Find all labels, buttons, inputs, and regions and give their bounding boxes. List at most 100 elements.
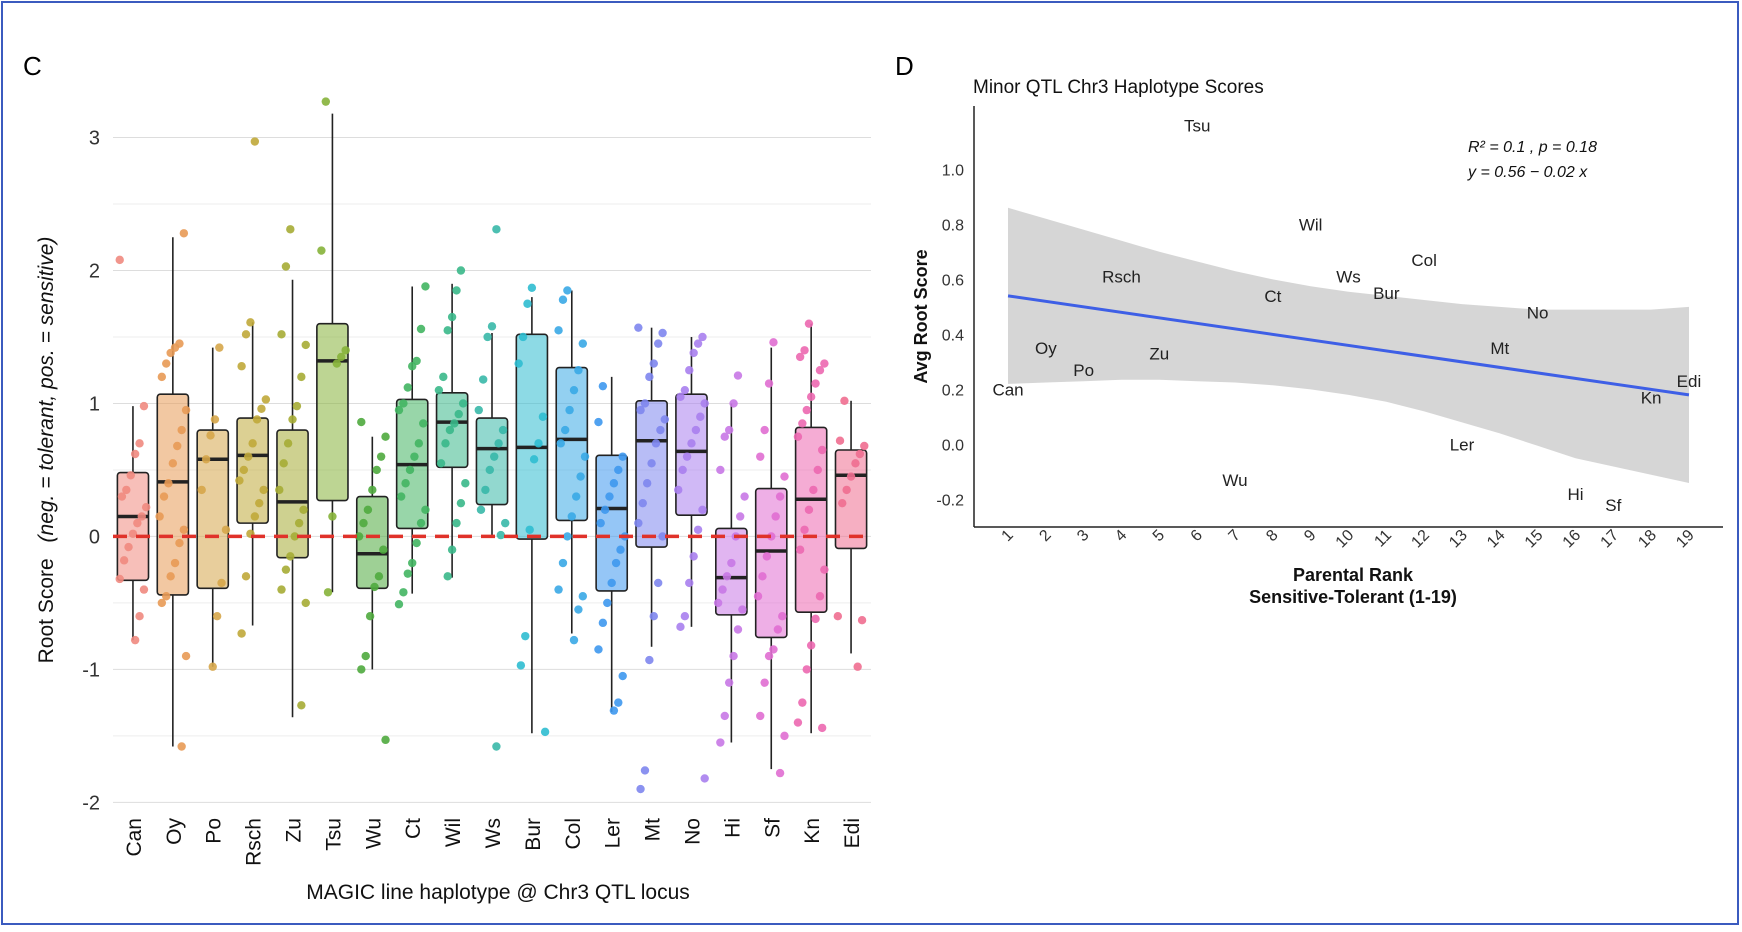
c-x-tick-label: Wil [442,818,465,847]
d-x-tick-label: 15 [1522,527,1547,552]
d-x-tick-label: 12 [1408,527,1433,552]
c-data-point [689,348,698,358]
c-data-point [261,395,271,404]
c-data-point [414,439,424,448]
d-y-tick-label: 0.4 [942,327,964,344]
c-data-point [687,439,696,448]
c-data-point [574,366,583,375]
c-data-point [456,266,466,275]
d-x-tick-label: 16 [1560,527,1585,552]
c-data-point [357,417,366,427]
c-data-point [809,485,818,495]
c-data-point [321,97,331,106]
c-data-point [445,425,455,435]
d-annotation-r2: R² = 0.1 , p = 0.18 [1468,139,1597,156]
c-data-point [155,512,164,521]
c-data-point [454,409,463,419]
c-data-point [399,588,408,597]
c-data-point [720,711,729,721]
c-box-rsch [236,417,269,524]
c-data-point [738,605,747,614]
c-data-point [441,439,450,448]
c-data-point [760,425,769,435]
c-data-point [408,362,417,371]
c-data-point [851,459,860,468]
c-data-point [691,425,701,435]
c-data-point [288,415,297,424]
c-data-point [514,359,523,368]
d-point-labels: Can Oy Po Rsch Zu Tsu Wu Ct Wil Ws Bur Col Ler Mt No Hi… [992,116,1701,515]
c-x-tick-label: No [681,818,704,845]
c-x-tick-label: Mt [642,818,665,841]
c-data-point [596,518,605,528]
c-data-point [297,372,306,382]
c-data-point [795,352,805,362]
c-data-point [421,282,430,291]
c-data-point [157,372,167,382]
c-box-edi [834,449,868,550]
c-data-point [487,322,497,331]
c-data-point [292,401,302,411]
c-y-tick-label: -2 [82,792,100,814]
c-data-point [689,552,698,561]
c-data-point [436,459,446,468]
c-data-point [616,545,625,554]
d-point-label-ler: Ler [1450,435,1475,454]
c-data-point [135,439,144,448]
c-data-point [168,459,178,468]
c-data-point [813,465,822,475]
c-data-point [456,498,466,508]
c-data-point [286,225,295,234]
d-y-tick-label: 0.0 [942,437,964,454]
d-point-label-can: Can [992,380,1023,399]
c-data-point [820,565,829,574]
c-data-point [713,598,723,608]
panel-d-scatter: Minor QTL Chr3 Haplotype Scores Can Oy Po R… [911,77,1723,607]
c-data-point [521,631,530,641]
c-data-point [416,324,426,334]
c-box-wu [355,495,389,590]
c-data-point [740,492,749,501]
c-data-point [250,512,260,521]
c-box-kn [794,426,828,614]
c-data-point [208,662,217,671]
c-data-point [806,641,816,650]
c-data-point [166,572,175,581]
c-data-point [159,492,169,501]
c-data-point [817,723,827,733]
c-data-point [252,415,262,424]
c-data-point [354,532,364,541]
c-data-point [634,518,643,528]
d-y-tick-label: 1.0 [942,162,964,179]
c-data-point [634,323,643,332]
c-data-point [135,612,144,621]
c-data-point [804,505,814,515]
c-data-point [157,598,167,608]
c-data-point [618,671,627,681]
c-x-tick-label: Ws [482,818,505,848]
c-data-point [811,379,820,388]
c-data-point [341,346,350,355]
c-data-point [275,485,284,495]
c-data-point [676,392,685,402]
c-data-point [598,618,608,628]
c-data-point [301,340,310,350]
c-boxes [116,113,868,770]
c-data-point [523,299,532,308]
c-data-point [476,505,486,515]
d-point-label-rsch: Rsch [1102,268,1141,287]
d-point-label-ct: Ct [1264,287,1281,306]
c-data-point [700,774,709,783]
c-data-point [571,492,581,501]
d-point-label-hi: Hi [1567,485,1583,504]
c-data-point [494,439,503,448]
c-data-point [166,348,175,358]
c-data-point [332,359,342,368]
c-box-no [675,393,708,516]
c-data-point [565,405,574,415]
c-data-point [217,578,226,588]
c-data-point [450,419,459,428]
c-data-point [729,399,738,408]
c-data-point [297,701,306,710]
d-y-tick-label: 0.6 [942,272,964,289]
